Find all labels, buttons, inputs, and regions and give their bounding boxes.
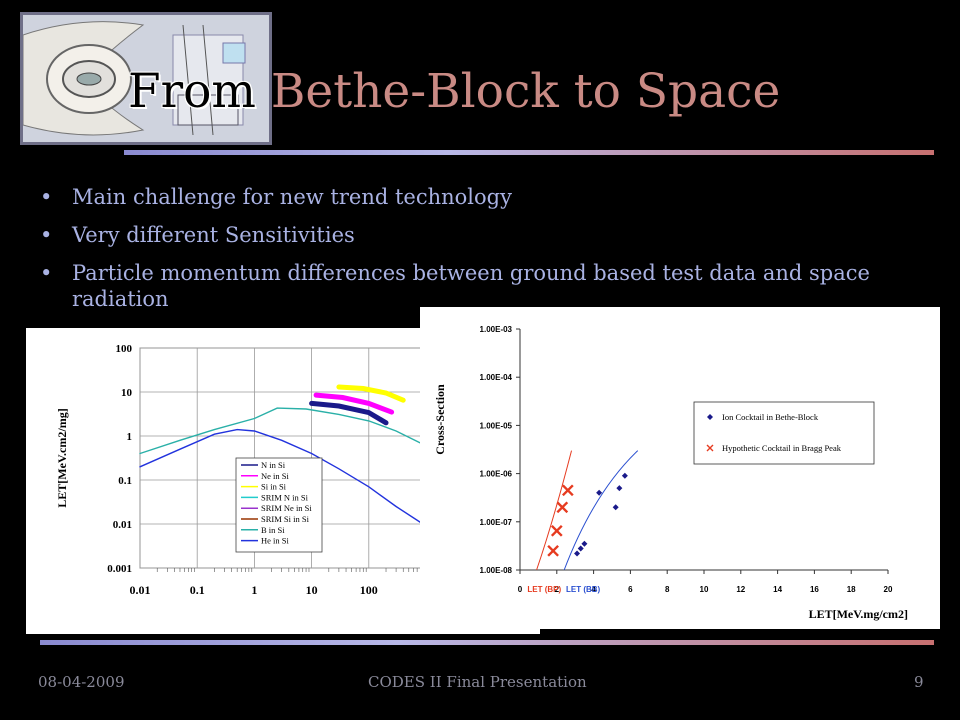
bb-data-point [574,550,581,557]
legend-label: N in Si [261,460,286,470]
y-tick-label: 1.00E-07 [480,518,513,527]
bullet-list: Main challenge for new trend technology … [40,184,920,324]
y-tick-label: 1 [127,431,133,443]
let-vs-energy-chart: 100 10 1 0.1 0.01 0.001 0.01 0.1 1 10 100 LET[MeV.c… [26,328,540,634]
y-tick-label: 0.01 [113,519,132,531]
y-tick-label: 1.00E-04 [480,373,513,382]
x-tick-label: 6 [628,585,633,594]
y-tick-label: 10 [121,387,133,399]
y-tick-label: 0.1 [118,475,132,487]
y-tick-label: 0.001 [107,563,132,575]
bb-fit-curve [563,450,639,571]
bb-data-point [616,485,623,492]
legend-box [693,401,875,465]
x-axis-label: LET[MeV.mg/cm2] [809,607,908,621]
y-axis-label: LET[MeV.cm2/mg] [55,408,69,507]
legend-label: Ne in Si [261,471,290,481]
x-tick-label: 14 [773,585,782,594]
x-tick-label: 16 [810,585,819,594]
bullet-item: Particle momentum differences between gr… [40,260,920,312]
y-tick-label: 1.00E-05 [480,421,513,430]
bp-data-point [556,501,569,514]
slide-logo-diagram [20,12,272,145]
bp-data-point [547,544,559,557]
legend-label: Si in Si [261,482,287,492]
legend-marker-diamond [707,414,713,420]
x-tick-label: 18 [847,585,856,594]
bb-data-point [621,472,628,479]
footer-rule [40,640,934,645]
legend-label: B in Si [261,525,285,535]
bp-fit-curve [536,450,573,571]
slide-title: From Bethe-Block to Space [128,62,780,122]
x-tick-label: 0 [518,585,523,594]
bullet-item: Main challenge for new trend technology [40,184,920,210]
y-tick-label: 100 [116,343,133,355]
legend-label: SRIM Si in Si [261,514,310,524]
series-line [139,407,427,455]
x-tick-label: 8 [665,585,670,594]
x-tick-label: 10 [700,585,709,594]
title-part-2: Bethe-Block to Space [270,64,781,119]
x-tick-label: 4 [591,585,596,594]
x-tick-label: 10 [306,583,318,597]
cross-section-chart-svg: 1.00E-03 1.00E-04 1.00E-05 1.00E-06 1.00E-07… [433,325,908,621]
y-tick-label: 1.00E-03 [480,325,513,334]
x-tick-label: 100 [360,583,378,597]
cross-section-chart: 1.00E-03 1.00E-04 1.00E-05 1.00E-06 1.00E-07… [420,307,940,629]
y-axis-label: Cross-Section [433,384,447,455]
bb-data-point [577,545,584,552]
series-line [309,400,389,426]
title-part-1: From [128,64,271,119]
legend-label: SRIM Ne in Si [261,503,312,513]
bp-data-point [561,484,574,497]
footer-title: CODES II Final Presentation [368,673,587,691]
title-underline-top [124,150,934,155]
logo-diagram-graphic [23,15,269,142]
legend-box [235,457,323,553]
bb-data-point [581,540,588,547]
let-chart-svg: 100 10 1 0.1 0.01 0.001 0.01 0.1 1 10 100 LET[MeV.c… [55,343,427,597]
legend-label: SRIM N in Si [261,492,309,502]
x-tick-label: 12 [736,585,745,594]
series-line [336,384,406,403]
bb-data-point [612,504,619,511]
y-tick-label: 1.00E-06 [480,470,513,479]
x-tick-label: 20 [884,585,893,594]
legend-label: Hypothetic Cocktail in Bragg Peak [722,443,842,453]
annotation-let-bp: LET (BP) [527,585,561,594]
annotation-let-bb: LET (BB) [566,585,601,594]
legend-label: Ion Cocktail in Bethe-Block [722,412,819,422]
y-tick-label: 1.00E-08 [480,566,513,575]
x-tick-label: 1 [251,583,257,597]
x-tick-label: 0.01 [130,583,151,597]
x-tick-label: 0.1 [190,583,205,597]
footer-page-number: 9 [914,673,924,691]
series-line [313,392,395,415]
legend-marker-cross [706,444,714,452]
footer-date: 08-04-2009 [38,673,125,691]
series-line [139,428,427,527]
legend-label: He in Si [261,536,290,546]
bp-data-point [550,524,563,537]
bb-data-point [596,489,603,496]
x-tick-label: 2 [555,585,560,594]
bullet-item: Very different Sensitivities [40,222,920,248]
